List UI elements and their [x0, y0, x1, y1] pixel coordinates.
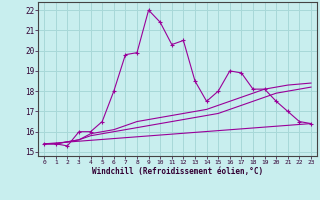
X-axis label: Windchill (Refroidissement éolien,°C): Windchill (Refroidissement éolien,°C)	[92, 167, 263, 176]
